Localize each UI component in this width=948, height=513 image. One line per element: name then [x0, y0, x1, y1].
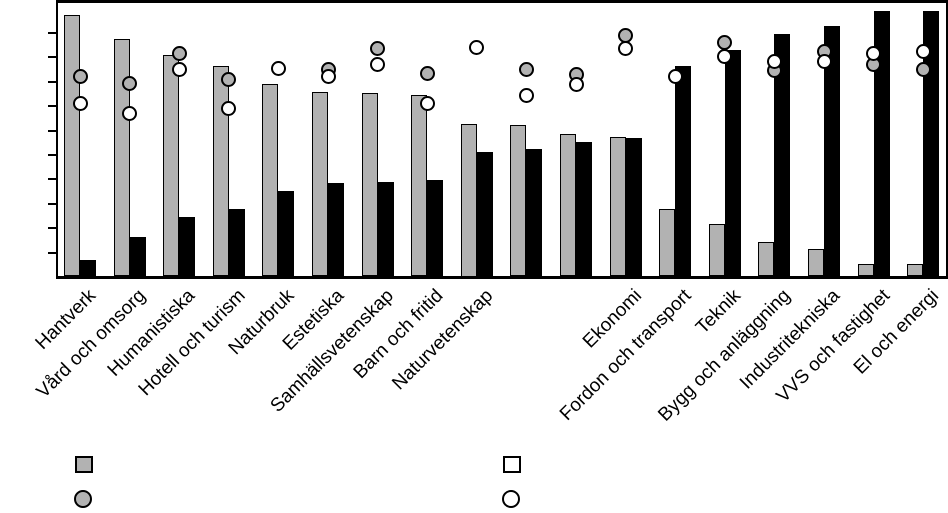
y-axis-tick: [48, 227, 57, 229]
bar-gray: [659, 209, 675, 276]
white-marker: [618, 41, 633, 56]
bar-gray: [312, 92, 328, 276]
bar-gray: [64, 15, 80, 276]
white-marker: [420, 96, 435, 111]
y-axis-tick: [48, 178, 57, 180]
gray-marker: [122, 76, 137, 91]
bar-black: [526, 149, 542, 276]
bar-black: [675, 66, 691, 276]
bar-gray: [808, 249, 824, 276]
white-marker: [916, 44, 931, 59]
bar-black: [923, 11, 939, 276]
bar-gray: [461, 124, 477, 277]
bar-black: [427, 180, 443, 276]
bar-gray: [362, 93, 378, 276]
legend-marker-gray-square: [75, 456, 93, 473]
plot-border-top: [56, 0, 948, 3]
bar-black: [229, 209, 245, 276]
white-marker: [668, 69, 683, 84]
white-marker: [221, 101, 236, 116]
bar-black: [477, 152, 493, 276]
gray-marker: [420, 66, 435, 81]
bar-black: [774, 34, 790, 276]
y-axis-tick: [48, 252, 57, 254]
bar-black: [824, 26, 840, 276]
y-axis-tick: [48, 203, 57, 205]
gray-marker: [221, 72, 236, 87]
gray-marker: [73, 69, 88, 84]
white-marker: [767, 54, 782, 69]
y-axis-tick: [48, 81, 57, 83]
white-marker: [817, 54, 832, 69]
x-axis-line: [56, 276, 948, 279]
white-marker: [172, 62, 187, 77]
y-axis-tick: [48, 130, 57, 132]
bar-gray: [610, 137, 626, 276]
bar-gray: [858, 264, 874, 276]
white-marker: [569, 77, 584, 92]
bar-gray: [114, 39, 130, 276]
y-axis-tick: [48, 56, 57, 58]
y-axis-tick: [48, 32, 57, 34]
white-marker: [370, 57, 385, 72]
white-marker: [122, 106, 137, 121]
bar-black: [179, 217, 195, 276]
bar-black: [874, 11, 890, 276]
legend-marker-gray-circle: [74, 490, 92, 508]
bar-gray: [907, 264, 923, 276]
white-marker: [271, 61, 286, 76]
gray-marker: [916, 62, 931, 77]
white-marker: [717, 49, 732, 64]
bar-black: [328, 183, 344, 276]
gray-marker: [717, 35, 732, 50]
bar-gray: [510, 125, 526, 276]
white-marker: [519, 88, 534, 103]
white-marker: [866, 46, 881, 61]
plot-border-right: [946, 0, 948, 279]
bar-gray: [560, 134, 576, 276]
white-marker: [73, 96, 88, 111]
legend-marker-white-circle: [502, 490, 520, 508]
bar-gray: [213, 66, 229, 276]
bar-black: [626, 138, 642, 276]
gray-marker: [519, 62, 534, 77]
y-axis-tick: [48, 105, 57, 107]
bar-black: [278, 191, 294, 276]
bar-gray: [758, 242, 774, 276]
bar-gray: [163, 55, 179, 276]
bar-black: [80, 260, 96, 276]
bar-gray: [262, 84, 278, 276]
bar-gray: [709, 224, 725, 276]
gray-marker: [172, 46, 187, 61]
bar-black: [725, 50, 741, 276]
y-axis-line: [56, 0, 58, 279]
bar-black: [378, 182, 394, 276]
white-marker: [321, 69, 336, 84]
y-axis-tick: [48, 154, 57, 156]
gray-marker: [370, 41, 385, 56]
legend-marker-white-square: [503, 456, 521, 473]
bar-black: [576, 142, 592, 276]
bar-black: [130, 237, 146, 276]
bar-gray: [411, 95, 427, 276]
white-marker: [469, 40, 484, 55]
